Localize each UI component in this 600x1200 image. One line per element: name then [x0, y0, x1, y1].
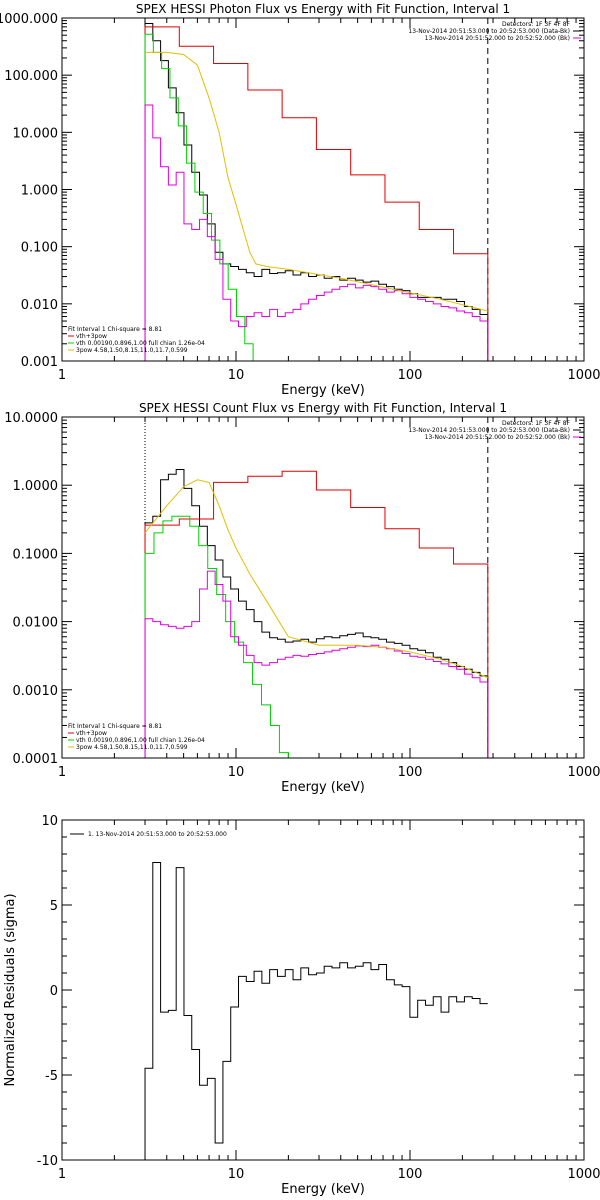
chart-3: 1 10 100 1000 Energy (keV) -10 -5 0 5 10 Normalize…: [3, 814, 600, 1197]
series-line: [144, 479, 489, 679]
fit-info-line: vth+3pow: [76, 730, 107, 737]
x-tick-label: 10: [228, 765, 245, 780]
fit-info-line: vth 0.00190,0.896,1.00 full chian 1.26e-…: [76, 340, 205, 347]
x-tick-label: 10: [228, 1167, 245, 1182]
y-tick-label: 1.000: [21, 184, 58, 199]
x-tick-label: 100: [398, 765, 423, 780]
y-tick-label: 5: [50, 899, 58, 914]
info-line: Detectors: 1F 3F 4F 8F: [502, 21, 571, 28]
series-line: [144, 470, 489, 758]
x-tick-label: 1: [58, 368, 66, 383]
fit-info-line: 3pow 4.58,1.50,8.15,11.0,11.7,0.599: [76, 347, 188, 354]
plot-frame: [61, 819, 585, 1161]
series-line: [144, 33, 262, 361]
chart-title: SPEX HESSI Count Flux vs Energy with Fit…: [139, 401, 507, 415]
x-tick-label: 1000: [567, 765, 600, 780]
info-line: Detectors: 1F 3F 4F 8F: [502, 420, 571, 427]
info-line: 13-Nov-2014 20:51:52.000 to 20:52:52.000…: [425, 35, 570, 42]
info-line: 13-Nov-2014 20:51:52.000 to 20:52:52.000…: [425, 434, 570, 441]
x-tick-label: 100: [398, 1167, 423, 1182]
plot-series-group: [144, 23, 489, 361]
x-tick-label: 1: [58, 1167, 66, 1182]
y-tick-label: 0.0010: [13, 684, 59, 699]
y-tick-label: 100.000: [4, 69, 58, 84]
y-tick-label: 0.010: [21, 298, 58, 313]
series-line: [144, 468, 489, 758]
y-tick-label: 10.000: [13, 126, 59, 141]
y-tick-label: 0.0001: [13, 752, 59, 767]
chart-title: SPEX HESSI Photon Flux vs Energy with Fi…: [136, 2, 510, 16]
chart-1: SPEX HESSI Photon Flux vs Energy with Fi…: [0, 2, 600, 398]
plot-frame: [61, 416, 585, 759]
y-tick-label: 0.1000: [13, 547, 59, 562]
y-tick-label: 10.0000: [4, 411, 58, 426]
info-line: 13-Nov-2014 20:51:53.000 to 20:52:53.000…: [408, 28, 570, 35]
fit-info-line: Fit Interval 1 Chi-square = 8.81: [68, 723, 162, 730]
fit-info-line: 3pow 4.58,1.50,8.15,11.0,11.7,0.599: [76, 744, 188, 751]
plot-series-group: [144, 862, 488, 1160]
chart-2: SPEX HESSI Count Flux vs Energy with Fit…: [4, 401, 600, 795]
y-tick-label: 1.0000: [13, 479, 59, 494]
info-line: 13-Nov-2014 20:51:53.000 to 20:52:53.000…: [408, 427, 570, 434]
series-line: [144, 862, 488, 1160]
y-axis-label: Normalized Residuals (sigma): [3, 893, 18, 1086]
x-tick-label: 1: [58, 765, 66, 780]
fit-info-line: vth+3pow: [76, 333, 107, 340]
y-tick-label: 0.001: [21, 355, 58, 370]
series-line: [144, 26, 489, 361]
y-tick-label: 0.0100: [13, 616, 59, 631]
y-tick-label: 0: [50, 984, 58, 999]
y-tick-label: -10: [37, 1154, 58, 1169]
y-tick-label: -5: [45, 1069, 58, 1084]
plot-frame: [61, 17, 585, 362]
series-line: [145, 51, 488, 312]
x-tick-label: 1000: [567, 1167, 600, 1182]
series-line: [144, 570, 489, 758]
y-tick-label: 10: [41, 814, 58, 829]
series-line: [144, 515, 289, 758]
legend-entry: 1. 13-Nov-2014 20:51:53.000 to 20:52:53.…: [88, 831, 227, 838]
x-axis-label: Energy (keV): [281, 780, 365, 795]
series-line: [144, 104, 489, 361]
series-line: [144, 23, 489, 361]
fit-info-line: vth 0.00190,0.896,1.00 full chian 1.26e-…: [76, 737, 205, 744]
x-tick-label: 1000: [567, 368, 600, 383]
x-tick-label: 10: [228, 368, 245, 383]
x-axis-label: Energy (keV): [281, 383, 365, 398]
x-tick-label: 100: [398, 368, 423, 383]
x-axis-label: Energy (keV): [281, 1182, 365, 1197]
fit-info-line: Fit Interval 1 Chi-square = 8.81: [68, 326, 162, 333]
plot-series-group: [144, 468, 489, 758]
y-tick-label: 1000.000: [0, 12, 58, 27]
y-tick-label: 0.100: [21, 241, 58, 256]
